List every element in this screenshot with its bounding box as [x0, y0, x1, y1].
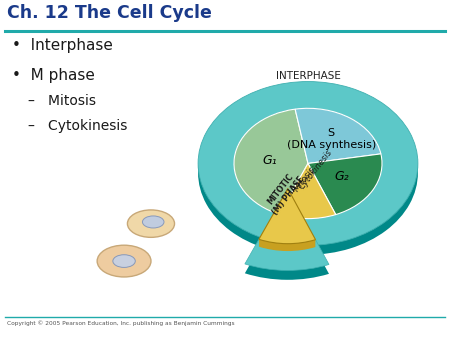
Text: •  Interphase: • Interphase — [12, 38, 113, 53]
Wedge shape — [259, 196, 315, 251]
Wedge shape — [308, 154, 382, 215]
Text: G₂: G₂ — [335, 170, 349, 183]
Wedge shape — [198, 81, 418, 245]
Wedge shape — [234, 109, 308, 215]
Wedge shape — [259, 189, 315, 244]
Text: Cytokinesis: Cytokinesis — [297, 147, 334, 191]
Wedge shape — [259, 193, 315, 248]
Wedge shape — [259, 189, 315, 244]
Wedge shape — [279, 164, 336, 219]
Text: –   Mitosis: – Mitosis — [27, 94, 95, 108]
Wedge shape — [259, 195, 315, 250]
Text: –   Cytokinesis: – Cytokinesis — [27, 119, 127, 133]
Wedge shape — [245, 239, 329, 270]
Wedge shape — [259, 193, 315, 248]
Text: S
(DNA synthesis): S (DNA synthesis) — [287, 128, 376, 150]
Text: Mitosis: Mitosis — [292, 165, 317, 193]
Wedge shape — [295, 108, 381, 164]
Ellipse shape — [127, 210, 175, 237]
Wedge shape — [198, 91, 418, 255]
Text: G₁: G₁ — [263, 154, 277, 168]
Wedge shape — [259, 191, 315, 246]
Wedge shape — [259, 192, 315, 247]
Wedge shape — [259, 190, 315, 245]
Ellipse shape — [143, 216, 164, 228]
Text: Ch. 12 The Cell Cycle: Ch. 12 The Cell Cycle — [7, 4, 212, 22]
Text: INTERPHASE: INTERPHASE — [275, 71, 341, 81]
Text: •  M phase: • M phase — [12, 68, 95, 83]
Text: Copyright © 2005 Pearson Education, Inc. publishing as Benjamin Cummings: Copyright © 2005 Pearson Education, Inc.… — [7, 320, 235, 325]
Ellipse shape — [97, 245, 151, 277]
Text: MITOTIC
(M) PHASE: MITOTIC (M) PHASE — [262, 168, 306, 217]
Ellipse shape — [113, 255, 135, 267]
Wedge shape — [259, 194, 315, 249]
Wedge shape — [245, 249, 329, 280]
Wedge shape — [259, 189, 315, 244]
